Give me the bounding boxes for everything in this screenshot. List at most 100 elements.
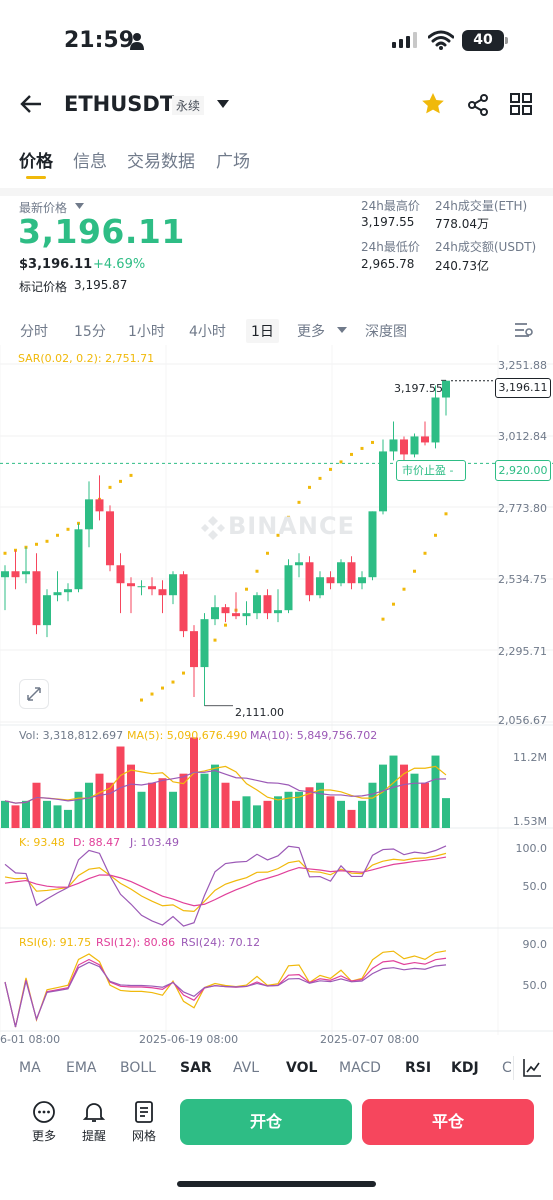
interval-4h[interactable]: 4小时 [189,324,226,340]
volume-bar [305,787,314,828]
indicator-macd[interactable]: MACD [339,1060,381,1076]
volume-bar [232,800,240,828]
volume-bar [127,764,135,828]
interval-1h[interactable]: 1小时 [128,324,165,340]
caret-down-icon[interactable] [337,327,347,333]
interval-15m[interactable]: 15分 [74,324,106,340]
candle-body [274,610,282,614]
vol-eth-label: 24h成交量(ETH) [435,199,528,213]
high-annotation: 3,197.55 [394,382,443,395]
volume-bar [95,773,104,828]
volume-bar [179,773,188,828]
price-change: +4.69% [93,257,146,272]
volume-bar [137,791,146,828]
volume-bar [263,800,272,828]
candle-body [1,571,9,578]
perpetual-badge: 永续 [172,96,205,115]
indicator-boll[interactable]: BOLL [120,1060,156,1076]
take-profit-price: 2,920.00 [495,460,551,481]
candle-body [316,577,324,596]
volume-bar [347,809,356,828]
take-profit-button[interactable]: 市价止盈 - [396,460,466,481]
mark-price: 3,195.87 [74,278,128,292]
sar-dot [213,638,217,642]
indicator-ema[interactable]: EMA [66,1060,97,1076]
indicator-c[interactable]: C [502,1060,512,1076]
kdj-k-line [4,852,447,913]
tab-price[interactable]: 价格 [19,152,53,172]
grid-button[interactable]: 网格 [124,1100,164,1144]
vol-usdt-label: 24h成交额(USDT) [435,240,537,254]
sar-dot [56,533,59,537]
vol-max-label: 11.2M [513,751,547,764]
indicator-vol[interactable]: VOL [286,1060,318,1076]
candle-body [22,571,30,575]
candle-body [116,565,125,584]
indicator-kdj[interactable]: KDJ [451,1060,479,1076]
more-button[interactable]: 更多 [24,1100,64,1144]
kdj-j-label: J: 103.49 [130,836,179,849]
layout-grid-icon[interactable] [510,93,533,116]
caret-down-icon[interactable] [217,100,229,108]
volume-bar [169,791,177,828]
kdj-mid-label: 50.0 [522,880,548,893]
interval-time[interactable]: 分时 [20,324,48,340]
candle-body [232,613,240,617]
indicator-avl[interactable]: AVL [233,1060,260,1076]
candle-body [421,436,429,443]
candle-body [379,451,387,512]
candle-body [400,439,408,455]
grid-label: 网格 [131,1129,156,1143]
sar-dot [371,440,374,444]
sar-dot [161,686,164,690]
caret-down-icon[interactable] [75,203,84,209]
sar-dot [360,446,364,450]
rsi-hi-label: 90.0 [522,938,548,951]
indicator-ma[interactable]: MA [19,1060,41,1076]
usd-price: $3,196.11 [19,257,93,272]
sar-dot [423,551,427,555]
candle-body [326,577,335,584]
volume-bar [43,800,51,828]
volume-bar [53,805,62,828]
share-icon[interactable] [466,93,490,117]
candle-body [358,577,366,584]
sar-dot [266,551,269,555]
star-icon[interactable] [421,92,445,116]
candlestick-chart[interactable] [0,345,553,1035]
symbol-title[interactable]: ETHUSDT [64,92,175,116]
fullscreen-button[interactable] [19,679,49,709]
y-axis-label: 2,295.71 [498,645,547,658]
volume-bar [32,782,41,828]
indicator-chart-icon[interactable] [522,1058,542,1078]
indicator-rsi[interactable]: RSI [405,1060,432,1076]
back-arrow-icon[interactable] [20,94,42,114]
volume-bar [316,782,324,828]
sar-dot [339,460,343,464]
volume-bar [200,773,209,828]
sar-dot [444,512,448,516]
tab-square[interactable]: 广场 [216,152,250,172]
rsi-mid-label: 50.0 [522,979,548,992]
home-indicator [177,1181,376,1187]
sar-dot [392,602,395,606]
interval-more[interactable]: 更多 [297,324,325,340]
tab-info[interactable]: 信息 [73,152,107,172]
candle-body [337,562,345,584]
open-position-button[interactable]: 开仓 [180,1099,352,1145]
close-position-button[interactable]: 平仓 [362,1099,534,1145]
chart-settings-icon[interactable] [514,321,534,339]
interval-depth[interactable]: 深度图 [365,324,407,340]
alert-button[interactable]: 提醒 [74,1100,114,1144]
indicator-sar[interactable]: SAR [180,1060,212,1076]
candle-body [347,562,356,584]
sar-dot [45,539,49,543]
last-price-label[interactable]: 最新价格 [19,201,68,215]
high-24h: 3,197.55 [361,215,415,229]
candle-body [11,571,20,578]
interval-1d[interactable]: 1日 [246,319,279,343]
tab-trading-data[interactable]: 交易数据 [127,152,195,172]
sar-dot [140,698,143,702]
low-24h: 2,965.78 [361,257,415,271]
volume-bar [421,782,429,828]
